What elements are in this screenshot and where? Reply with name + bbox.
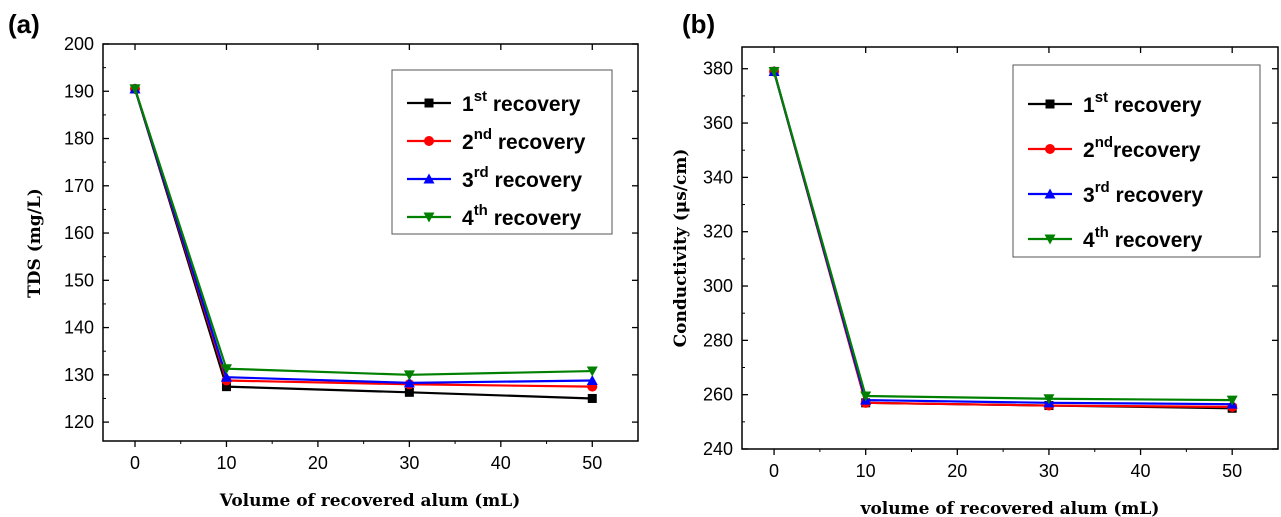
data-point (220, 364, 232, 375)
data-point (220, 371, 232, 382)
legend-entry: 1st recovery (1083, 89, 1202, 117)
data-point (1226, 395, 1238, 406)
data-point (586, 366, 598, 377)
y-tick-label: 200 (64, 34, 94, 54)
legend-marker (1045, 144, 1055, 154)
y-tick-label: 190 (64, 81, 94, 101)
legend-entry: 3rd recovery (1083, 179, 1203, 207)
chart-panel-a: (a) 120 130 140 150 160 170 180 190 200 0 10 20 30 40 5… (8, 9, 639, 511)
y-tick-label: 180 (64, 129, 94, 149)
legend-entry: 2nd recovery (462, 126, 586, 154)
legend: 1st recovery 2nd recovery 3rd recovery 4th … (391, 69, 613, 235)
legend-entry: 2ndrecovery (1083, 134, 1201, 162)
series-4 (768, 66, 1238, 406)
chart-panel-b: (b) 240 260 280 300 320 340 360 380 0 10 20 30 40 50 vo… (671, 9, 1279, 517)
data-point (403, 377, 415, 388)
legend-entry: 3rd recovery (462, 164, 582, 192)
legend-marker (424, 136, 434, 146)
legend-marker (424, 98, 434, 108)
x-tick-label: 20 (947, 461, 967, 481)
series-line (773, 71, 1233, 402)
legend-marker (423, 212, 435, 223)
y-tick-label: 380 (703, 59, 733, 79)
y-tick-label: 320 (703, 222, 733, 242)
x-tick-label: 50 (1222, 461, 1242, 481)
y-axis-title: Conductivity (μs/cm) (671, 149, 691, 348)
x-tick-label: 30 (1039, 461, 1059, 481)
plot-frame (741, 46, 1279, 450)
y-tick-label: 130 (64, 365, 94, 385)
y-tick-label: 160 (64, 223, 94, 243)
panel-label: (b) (682, 9, 715, 39)
legend: 1st recovery 2ndrecovery 3rd recovery 4th r… (1012, 64, 1261, 258)
legend-entry: 4th recovery (1083, 224, 1203, 252)
y-tick-label: 240 (703, 439, 733, 459)
series-4 (129, 84, 598, 381)
y-tick-label: 360 (703, 113, 733, 133)
y-tick-label: 340 (703, 167, 733, 187)
plot-frame (102, 43, 639, 442)
x-axis-title: Volume of recovered alum (mL) (219, 491, 521, 511)
data-point (768, 66, 780, 77)
legend-entry: 4th recovery (462, 202, 582, 230)
y-tick-label: 170 (64, 176, 94, 196)
data-point (587, 393, 597, 403)
y-tick-label: 120 (64, 412, 94, 432)
x-tick-label: 40 (491, 453, 511, 473)
x-tick-label: 0 (130, 453, 140, 473)
x-tick-label: 40 (1131, 461, 1151, 481)
y-tick-label: 150 (64, 270, 94, 290)
data-point (129, 84, 141, 95)
x-tick-label: 20 (308, 453, 328, 473)
x-tick-label: 30 (399, 453, 419, 473)
data-point (860, 391, 872, 402)
legend-marker (1044, 188, 1056, 199)
x-tick-label: 50 (582, 453, 602, 473)
x-tick-label: 10 (856, 461, 876, 481)
panel-label: (a) (8, 9, 40, 39)
legend-marker (1044, 234, 1056, 245)
y-tick-label: 280 (703, 330, 733, 350)
y-tick-label: 140 (64, 318, 94, 338)
x-tick-label: 10 (216, 453, 236, 473)
y-tick-label: 300 (703, 276, 733, 296)
legend-marker (423, 173, 435, 184)
x-axis-title: volume of recovered alum (mL) (860, 499, 1160, 517)
data-point (586, 375, 598, 386)
series-line (133, 88, 593, 376)
legend-box (391, 69, 613, 235)
data-point (1043, 394, 1055, 405)
data-point (404, 387, 414, 397)
data-point (403, 370, 415, 381)
data-point (221, 382, 231, 392)
legend-box (1012, 64, 1261, 258)
x-tick-label: 0 (769, 461, 779, 481)
legend-entry: 1st recovery (462, 88, 581, 116)
y-axis-title: TDS (mg/L) (25, 188, 45, 298)
y-tick-label: 260 (703, 385, 733, 405)
series-line (133, 88, 593, 384)
legend-marker (1045, 99, 1055, 109)
